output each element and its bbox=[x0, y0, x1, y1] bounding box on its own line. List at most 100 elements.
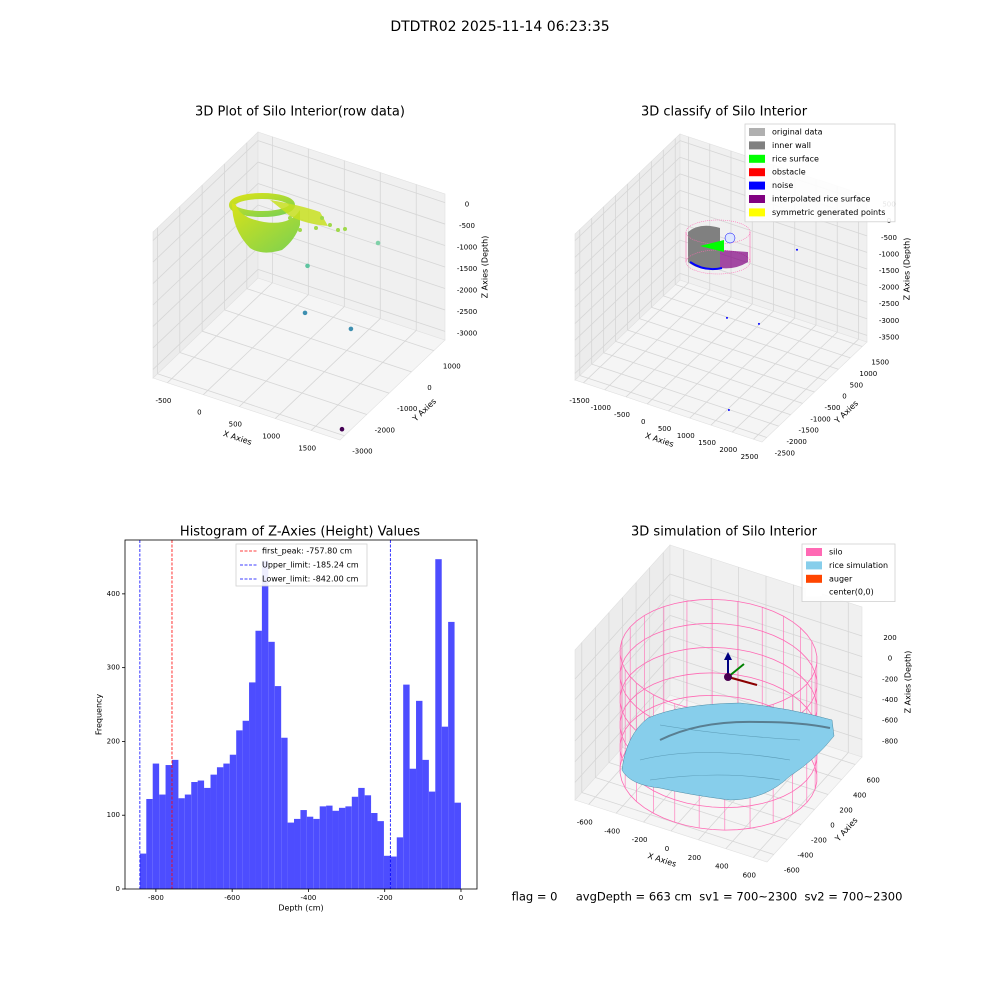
legend-swatch bbox=[749, 208, 765, 217]
y-tick-label: 1500 bbox=[871, 359, 889, 367]
legend-box bbox=[235, 543, 368, 587]
x-tick-label: 0 bbox=[641, 418, 645, 426]
bar bbox=[313, 818, 320, 889]
bar bbox=[210, 774, 217, 889]
legend-swatch bbox=[749, 181, 765, 190]
grid-line bbox=[651, 306, 839, 370]
y-tick-label: 1000 bbox=[859, 370, 877, 378]
x-tick-label: -500 bbox=[155, 397, 171, 405]
y-tick-label: -200 bbox=[811, 837, 827, 845]
legend-swatch bbox=[749, 154, 765, 163]
x-tick-label: -600 bbox=[224, 894, 240, 902]
x-axis-label: X Axies bbox=[647, 851, 678, 869]
grid-line bbox=[574, 173, 681, 275]
bar bbox=[409, 768, 417, 889]
legend-label: Lower_limit: -842.00 cm bbox=[262, 575, 359, 584]
auger bbox=[724, 652, 758, 686]
legend-label: obstacle bbox=[772, 168, 806, 177]
bar bbox=[422, 759, 429, 889]
legend-label: silo bbox=[829, 548, 843, 557]
bar bbox=[383, 855, 391, 889]
point bbox=[375, 240, 381, 246]
grid-line bbox=[257, 269, 446, 332]
z-axis-label: Z Axies (Depth) bbox=[903, 238, 912, 301]
y-tick-label: -500 bbox=[825, 404, 841, 412]
bar bbox=[416, 700, 423, 889]
bar bbox=[345, 806, 352, 889]
x-tick-label: -400 bbox=[300, 894, 316, 902]
chart-title: 3D classify of Silo Interior bbox=[641, 105, 808, 120]
chart-title: 3D simulation of Silo Interior bbox=[631, 525, 818, 540]
x-tick-label: 500 bbox=[229, 421, 242, 429]
y-tick-label: 0 bbox=[427, 384, 431, 392]
bar bbox=[261, 560, 269, 889]
grid-line bbox=[257, 247, 446, 311]
y-tick-label: 200 bbox=[839, 807, 852, 815]
x-tick-label: -800 bbox=[148, 894, 164, 902]
axes-3d: -500 0 500 1000 1500 -3000 -2000 -1000 0 1000 -300… bbox=[152, 131, 490, 456]
bar bbox=[152, 763, 160, 889]
bar bbox=[435, 559, 442, 889]
y-tick-label: -3000 bbox=[352, 448, 372, 456]
legend-label: Upper_limit: -185.24 cm bbox=[262, 561, 359, 570]
z-tick-label: -200 bbox=[882, 675, 898, 683]
grid-line bbox=[679, 206, 868, 270]
bar bbox=[274, 686, 282, 889]
legend-swatch bbox=[806, 588, 822, 597]
bar bbox=[454, 802, 461, 889]
z-tick-label: -3000 bbox=[457, 329, 477, 337]
grid-line bbox=[574, 594, 671, 700]
x-tick-label: 1000 bbox=[677, 432, 695, 440]
z-tick-label: -2000 bbox=[457, 286, 477, 294]
bar bbox=[236, 730, 243, 889]
x-tick-label: -200 bbox=[377, 894, 393, 902]
bar bbox=[377, 821, 384, 889]
z-tick-label: -3500 bbox=[879, 333, 899, 341]
grid-line bbox=[669, 614, 863, 678]
y-tick-label: 1000 bbox=[443, 363, 461, 371]
grid-line bbox=[591, 363, 779, 427]
z-tick-label: 0 bbox=[465, 201, 469, 209]
grid-line bbox=[574, 573, 671, 680]
x-tick-label: -1500 bbox=[569, 397, 589, 405]
legend-label: inner wall bbox=[772, 141, 811, 150]
legend-label: first_peak: -757.80 cm bbox=[262, 547, 352, 556]
grid-line bbox=[310, 330, 417, 431]
x-axis-label: X Axies bbox=[644, 431, 675, 449]
bar bbox=[146, 798, 153, 889]
y-tick-label: -2000 bbox=[375, 426, 395, 434]
grid-line bbox=[574, 615, 671, 721]
bar bbox=[306, 816, 314, 889]
z-tick-label: -800 bbox=[882, 737, 898, 745]
legend-swatch bbox=[749, 168, 765, 177]
bar bbox=[242, 720, 250, 889]
grid-line bbox=[669, 573, 863, 637]
bar bbox=[159, 794, 166, 889]
chart-title: 3D Plot of Silo Interior(row data) bbox=[195, 105, 405, 120]
grid-line bbox=[157, 373, 345, 437]
grid-line bbox=[202, 330, 390, 394]
bar bbox=[319, 806, 327, 889]
legend-label: center(0,0) bbox=[829, 588, 874, 597]
grid-line bbox=[663, 295, 851, 359]
grid-line bbox=[152, 226, 259, 327]
x-tick-label: 0 bbox=[197, 409, 201, 417]
bar bbox=[448, 621, 455, 889]
grid-line bbox=[574, 190, 681, 291]
x-tick-label: 2000 bbox=[719, 446, 737, 454]
grid-line bbox=[574, 223, 681, 324]
y-tick-label: 0 bbox=[116, 885, 120, 893]
point bbox=[339, 426, 345, 432]
z-axis-label: Z Axies (Depth) bbox=[904, 651, 913, 714]
grid-line bbox=[669, 656, 863, 720]
y-tick-label: 100 bbox=[107, 811, 120, 819]
x-tick-label: 400 bbox=[715, 863, 728, 871]
status-footer: flag = 0 avgDepth = 663 cm sv1 = 700~230… bbox=[512, 890, 903, 904]
rice-surface bbox=[621, 702, 835, 801]
bar bbox=[371, 813, 378, 889]
grid-line bbox=[152, 247, 259, 349]
bar bbox=[428, 791, 436, 889]
y-tick-label: -1500 bbox=[798, 427, 818, 435]
bar bbox=[216, 767, 224, 889]
